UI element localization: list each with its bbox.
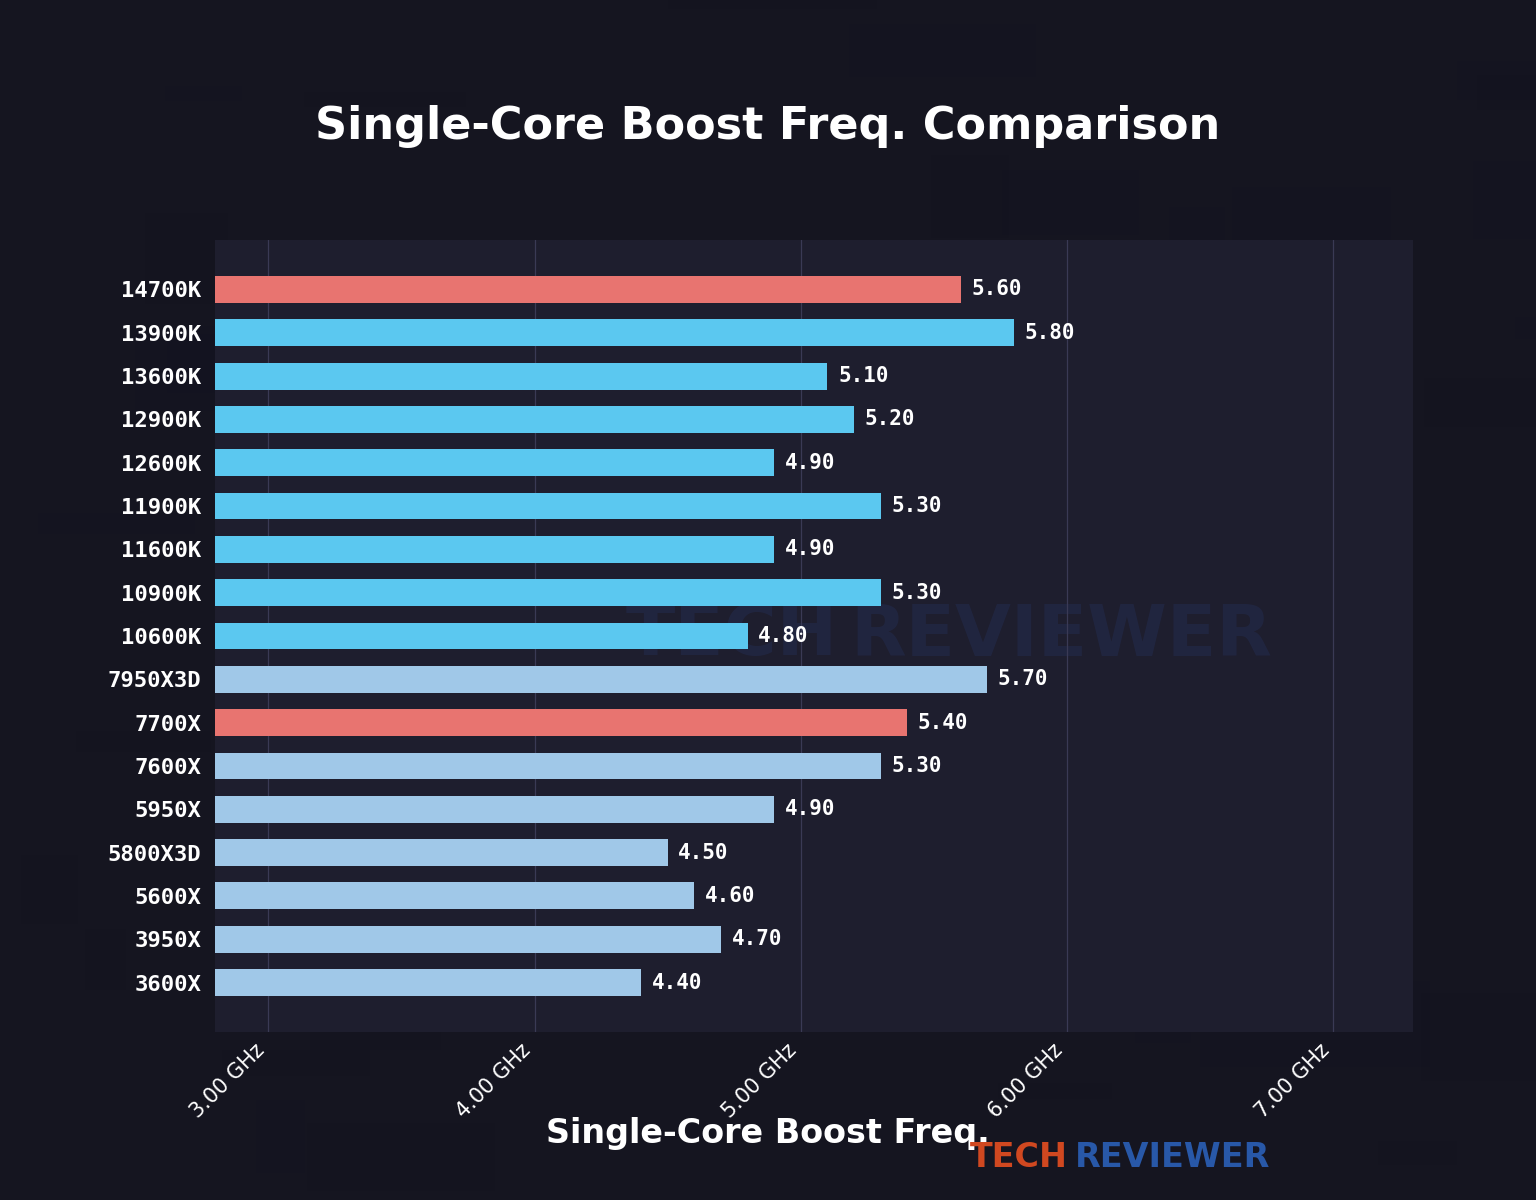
Bar	[0, 276, 960, 302]
Bar	[0, 580, 880, 606]
Text: Single-Core Boost Freq.: Single-Core Boost Freq.	[547, 1117, 989, 1151]
Bar	[0, 362, 828, 390]
Text: 4.90: 4.90	[785, 539, 836, 559]
Bar	[0, 796, 774, 823]
Bar	[0, 752, 880, 779]
Bar	[0, 926, 720, 953]
Text: 4.70: 4.70	[731, 929, 782, 949]
Text: TECH: TECH	[969, 1140, 1068, 1174]
Text: 5.80: 5.80	[1025, 323, 1075, 343]
Text: 5.20: 5.20	[865, 409, 915, 430]
Bar	[0, 319, 1014, 346]
Text: 4.90: 4.90	[785, 452, 836, 473]
Bar	[0, 970, 641, 996]
Text: REVIEWER: REVIEWER	[1075, 1140, 1270, 1174]
Text: 4.90: 4.90	[785, 799, 836, 820]
Text: 4.60: 4.60	[705, 886, 756, 906]
Text: TECH: TECH	[625, 601, 839, 671]
Bar	[0, 493, 880, 520]
Text: 5.10: 5.10	[839, 366, 888, 386]
Text: 5.40: 5.40	[919, 713, 968, 733]
Text: 5.30: 5.30	[891, 583, 942, 602]
Bar	[0, 406, 854, 433]
Text: 4.40: 4.40	[651, 972, 702, 992]
Text: 5.30: 5.30	[891, 756, 942, 776]
Text: REVIEWER: REVIEWER	[849, 601, 1272, 671]
Bar	[0, 839, 668, 866]
Bar	[0, 449, 774, 476]
Text: 5.30: 5.30	[891, 496, 942, 516]
Bar	[0, 666, 988, 692]
Bar	[0, 536, 774, 563]
Text: Single-Core Boost Freq. Comparison: Single-Core Boost Freq. Comparison	[315, 104, 1221, 148]
Bar	[0, 623, 748, 649]
Bar	[0, 882, 694, 910]
Text: 5.70: 5.70	[998, 670, 1048, 689]
Text: 4.50: 4.50	[679, 842, 728, 863]
Bar	[0, 709, 908, 736]
Text: 4.80: 4.80	[759, 626, 808, 646]
Text: 5.60: 5.60	[971, 280, 1021, 300]
